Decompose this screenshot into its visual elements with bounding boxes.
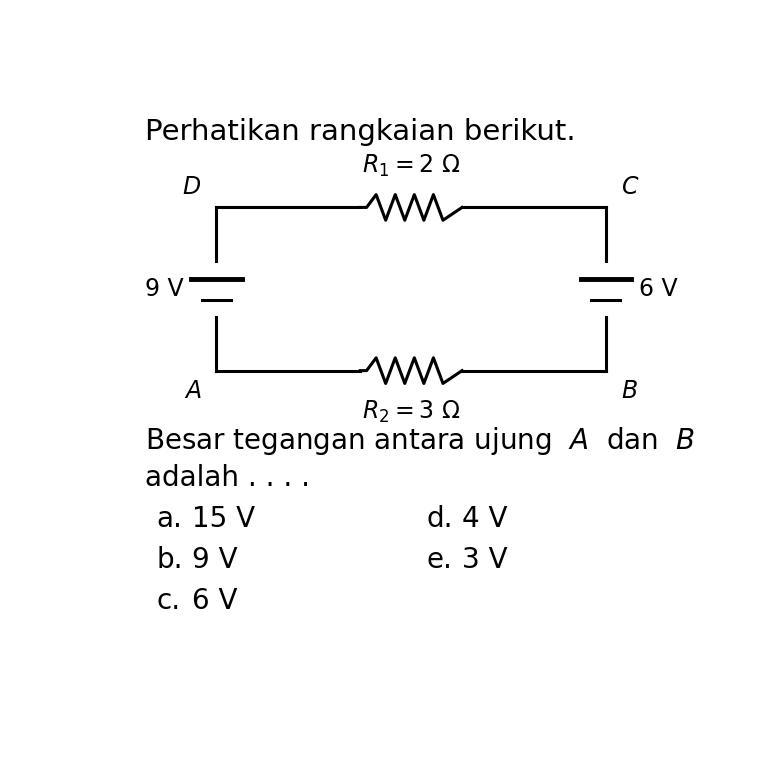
Text: $R_2 = 3\ \Omega$: $R_2 = 3\ \Omega$ [362,399,461,425]
Text: d.: d. [426,505,453,533]
Text: adalah . . . .: adalah . . . . [145,465,309,493]
Text: b.: b. [156,546,183,574]
Text: $D$: $D$ [182,175,202,198]
Text: $A$: $A$ [184,379,202,403]
Text: Besar tegangan antara ujung  $A$  dan  $B$: Besar tegangan antara ujung $A$ dan $B$ [145,425,695,456]
Text: 9 V: 9 V [145,277,183,301]
Text: a.: a. [156,505,182,533]
Text: c.: c. [156,587,181,615]
Text: 4 V: 4 V [462,505,508,533]
Text: $R_1 = 2\ \Omega$: $R_1 = 2\ \Omega$ [362,153,461,179]
Text: 6 V: 6 V [638,277,677,301]
Text: 6 V: 6 V [192,587,238,615]
Text: 3 V: 3 V [462,546,508,574]
Text: 9 V: 9 V [192,546,238,574]
Text: e.: e. [426,546,452,574]
Text: $C$: $C$ [621,175,639,198]
Text: 15 V: 15 V [192,505,256,533]
Text: $B$: $B$ [621,379,638,403]
Text: Perhatikan rangkaian berikut.: Perhatikan rangkaian berikut. [145,117,575,145]
